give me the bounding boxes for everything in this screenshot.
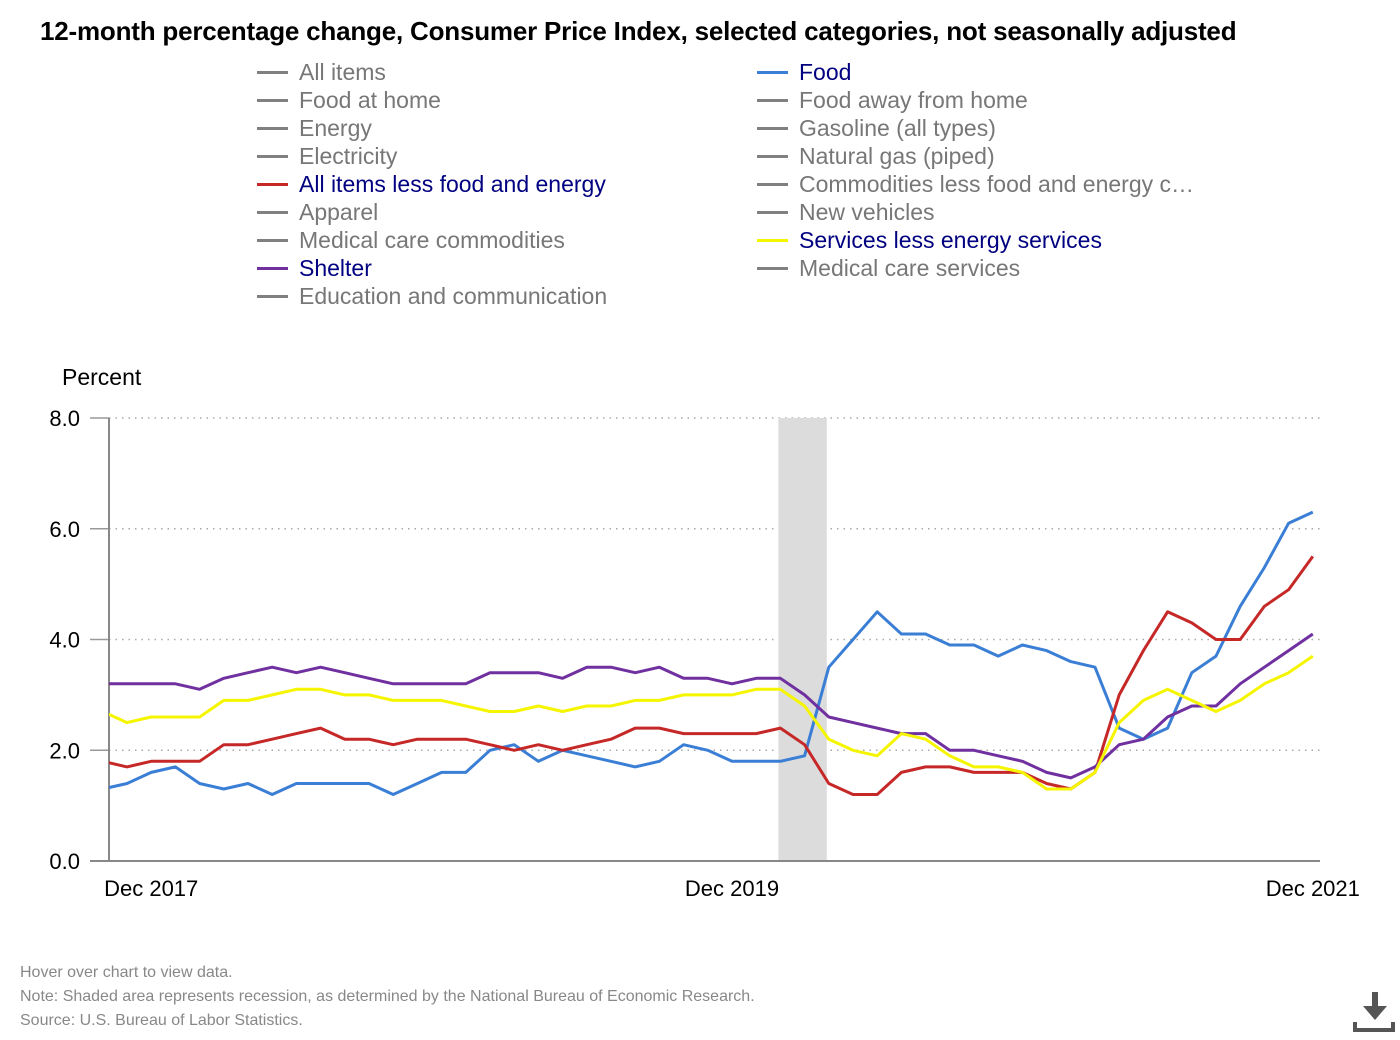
legend-item[interactable]: Food at home — [257, 86, 441, 114]
x-tick-label: Dec 2019 — [685, 876, 779, 901]
legend-label: Shelter — [299, 254, 372, 281]
legend-label: Services less energy services — [799, 226, 1102, 253]
legend-label: Medical care services — [799, 254, 1021, 281]
y-tick-label: 2.0 — [49, 738, 80, 763]
legend-swatch — [257, 154, 288, 158]
line-chart[interactable]: 0.0 2.0 4.0 6.0 8.0 Dec 2017 Dec 2019 Dec 2021 — [0, 0, 1400, 940]
series-line-all-items-less-food-and-energy — [109, 555, 1315, 796]
legend-swatch — [757, 154, 788, 158]
legend-item[interactable]: New vehicles — [757, 198, 935, 226]
tick-labels: 0.0 2.0 4.0 6.0 8.0 Dec 2017 Dec 2019 Dec 2021 — [49, 406, 1359, 901]
legend-swatch — [757, 126, 788, 130]
gridlines — [109, 417, 1320, 751]
source-note: Source: U.S. Bureau of Labor Statistics. — [20, 1012, 303, 1029]
recession-band — [778, 418, 827, 861]
recession-shading — [778, 418, 827, 861]
legend-label: Education and communication — [299, 282, 608, 309]
y-tick-label: 0.0 — [49, 849, 80, 874]
legend-label: Food — [799, 58, 852, 85]
legend-item[interactable]: Energy — [257, 114, 372, 142]
legend-label: Gasoline (all types) — [799, 114, 996, 141]
legend-label: All items — [299, 58, 386, 85]
legend-swatch — [257, 182, 288, 186]
y-tick-label: 8.0 — [49, 406, 80, 431]
series-line-food — [109, 510, 1314, 796]
series-line-shelter — [109, 632, 1314, 780]
legend-swatch — [757, 70, 788, 74]
legend-item[interactable]: Medical care commodities — [257, 226, 565, 254]
legend-item[interactable]: Food away from home — [757, 86, 1028, 114]
legend-swatch — [757, 238, 788, 242]
legend-swatch — [257, 210, 288, 214]
legend-item[interactable]: Commodities less food and energy c… — [757, 170, 1194, 198]
legend-label: Food away from home — [799, 86, 1028, 113]
y-axis-label: Percent — [62, 364, 142, 390]
legend-label: Electricity — [299, 142, 398, 169]
legend-item[interactable]: Electricity — [257, 142, 397, 170]
legend-label: Apparel — [299, 198, 379, 225]
legend-swatch — [257, 238, 288, 242]
legend-swatch — [757, 182, 788, 186]
series-line-services-less-energy-services — [109, 654, 1314, 791]
legend-swatch — [757, 266, 788, 270]
legend-label: Energy — [299, 114, 372, 141]
legend-swatch — [757, 98, 788, 102]
legend-item[interactable]: Gasoline (all types) — [757, 114, 996, 142]
legend-item[interactable]: All items less food and energy — [257, 170, 606, 198]
legend-label: Medical care commodities — [299, 226, 565, 253]
y-tick-label: 4.0 — [49, 628, 80, 653]
legend-item[interactable]: Medical care services — [757, 254, 1020, 282]
legend-label: New vehicles — [799, 198, 935, 225]
y-tick-label: 6.0 — [49, 517, 80, 542]
chart-title: 12-month percentage change, Consumer Pri… — [40, 16, 1237, 46]
legend-item[interactable]: Food — [757, 58, 851, 86]
legend-swatch — [257, 294, 288, 298]
download-icon — [1353, 992, 1395, 1032]
hover-hint: Hover over chart to view data. — [20, 964, 233, 981]
x-tick-label: Dec 2017 — [104, 876, 198, 901]
legend-item[interactable]: Apparel — [257, 198, 378, 226]
legend-item[interactable]: Shelter — [257, 254, 372, 282]
download-button[interactable] — [1352, 990, 1396, 1034]
legend-swatch — [757, 210, 788, 214]
legend-item[interactable]: Services less energy services — [757, 226, 1102, 254]
legend-label: Food at home — [299, 86, 441, 113]
legend-swatch — [257, 70, 288, 74]
legend-item[interactable]: All items — [257, 58, 386, 86]
legend-item[interactable]: Natural gas (piped) — [757, 142, 995, 170]
legend-label: All items less food and energy — [299, 170, 606, 197]
legend-swatch — [257, 266, 288, 270]
recession-note: Note: Shaded area represents recession, … — [20, 988, 755, 1005]
legend-swatch — [257, 126, 288, 130]
x-tick-label: Dec 2021 — [1266, 876, 1360, 901]
legend-item[interactable]: Education and communication — [257, 282, 607, 310]
legend-label: Commodities less food and energy c… — [799, 170, 1195, 197]
series-lines — [109, 510, 1315, 796]
legend-swatch — [257, 98, 288, 102]
legend-label: Natural gas (piped) — [799, 142, 995, 169]
